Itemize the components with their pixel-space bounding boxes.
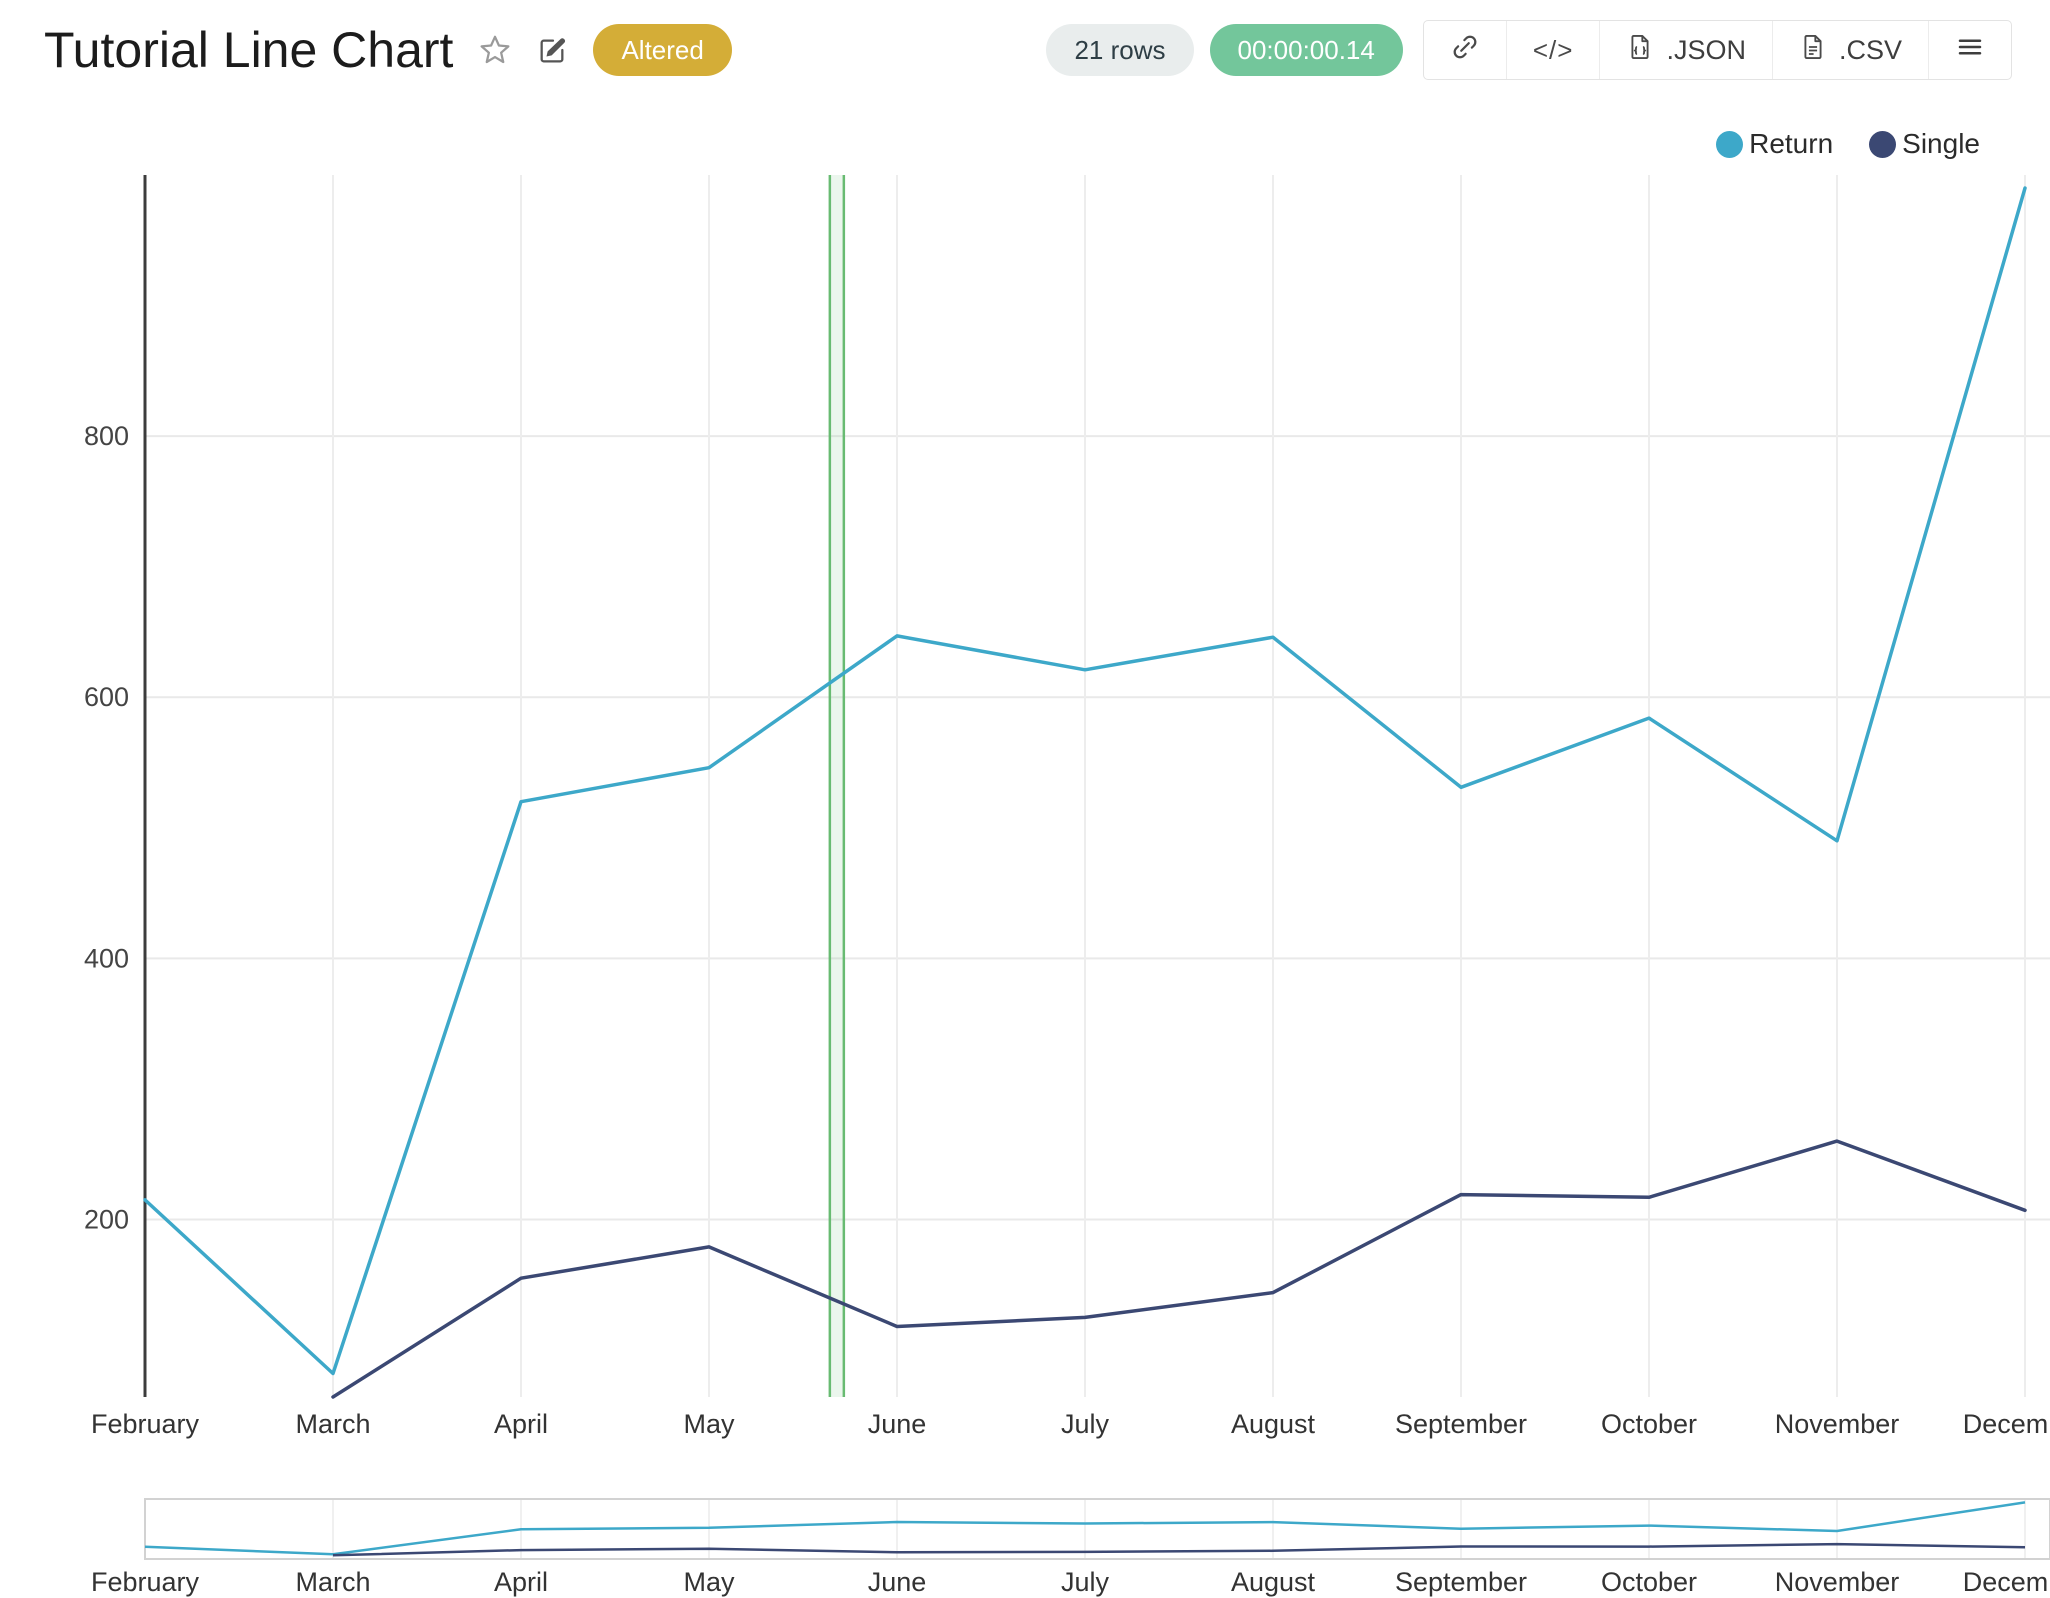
range-slider-line-return[interactable] (144, 1501, 2026, 1556)
range-slider-tick-label: October (1601, 1567, 1697, 1597)
code-icon: </> (1532, 34, 1574, 65)
return-series-dot (1716, 130, 1744, 158)
download-csv-button[interactable]: .CSV (1771, 21, 1928, 79)
header: Tutorial Line Chart Altered 21 rows 00:0… (0, 20, 2050, 80)
csv-button-label: .CSV (1838, 34, 1902, 65)
page-title: Tutorial Line Chart (44, 22, 454, 78)
range-slider-tick-label: March (295, 1567, 370, 1597)
x-tick-label: June (868, 1409, 927, 1439)
range-slider-tick-label: April (494, 1567, 548, 1597)
range-slider-tick-label: February (91, 1567, 200, 1597)
header-left: Tutorial Line Chart Altered (44, 21, 732, 79)
header-right: 21 rows 00:00:00.14 </> (1046, 20, 2012, 80)
series-line-single[interactable] (331, 1139, 2027, 1399)
favorite-star-icon[interactable] (477, 32, 513, 68)
range-slider-tick-label: May (683, 1567, 735, 1597)
x-tick-label: August (1231, 1409, 1316, 1439)
legend-item-return[interactable]: Return (1716, 128, 1833, 160)
x-tick-label: February (91, 1409, 200, 1439)
series-line-return[interactable] (143, 186, 2027, 1376)
menu-button[interactable] (1928, 21, 2011, 79)
y-tick-label: 600 (84, 682, 129, 712)
legend-item-single[interactable]: Single (1869, 128, 1980, 160)
selection-band[interactable] (829, 175, 844, 1397)
export-toolbar: </> .JSON (1422, 20, 2012, 80)
y-tick-label: 400 (84, 943, 129, 973)
x-tick-label: July (1061, 1409, 1110, 1439)
json-button-label: .JSON (1666, 34, 1746, 65)
range-slider-tick-label: December (1963, 1567, 2050, 1597)
x-tick-label: October (1601, 1409, 1697, 1439)
hamburger-menu-icon (1955, 32, 1985, 69)
row-count-badge: 21 rows (1046, 24, 1194, 76)
x-tick-label: March (295, 1409, 370, 1439)
execution-time-badge: 00:00:00.14 (1209, 24, 1403, 76)
x-tick-label: November (1775, 1409, 1900, 1439)
csv-file-icon (1799, 33, 1827, 68)
x-tick-label: April (494, 1409, 548, 1439)
chart-legend: Return Single (1716, 128, 1980, 160)
legend-label-return: Return (1749, 128, 1834, 159)
y-tick-label: 200 (84, 1204, 129, 1234)
json-file-icon (1626, 33, 1654, 68)
edit-name-icon[interactable] (537, 34, 569, 66)
legend-label-single: Single (1902, 128, 1980, 159)
x-tick-label: December (1963, 1409, 2050, 1439)
range-slider-tick-label: September (1395, 1567, 1527, 1597)
copy-link-button[interactable] (1424, 21, 1506, 79)
y-tick-label: 800 (84, 421, 129, 451)
range-slider-tick-label: July (1061, 1567, 1110, 1597)
single-series-dot (1869, 130, 1897, 158)
download-json-button[interactable]: .JSON (1599, 21, 1772, 79)
x-tick-label: September (1395, 1409, 1527, 1439)
x-tick-label: May (683, 1409, 735, 1439)
link-icon (1450, 32, 1480, 69)
range-slider-line-single[interactable] (332, 1542, 2026, 1557)
embed-code-button[interactable]: </> (1505, 21, 1600, 79)
range-slider-tick-label: November (1775, 1567, 1900, 1597)
altered-badge: Altered (593, 24, 732, 76)
range-slider-frame[interactable] (144, 1498, 2050, 1560)
range-slider-tick-label: August (1231, 1567, 1316, 1597)
range-slider-tick-label: June (868, 1567, 927, 1597)
